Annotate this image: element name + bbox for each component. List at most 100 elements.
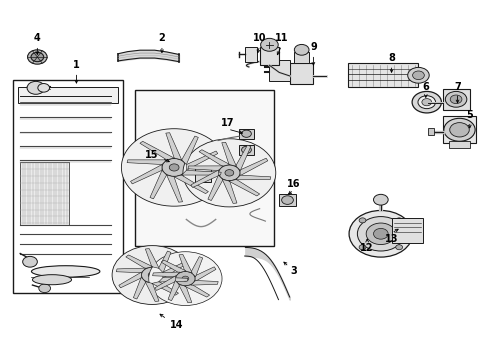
Polygon shape xyxy=(140,141,174,160)
Polygon shape xyxy=(236,175,271,180)
Circle shape xyxy=(219,165,240,181)
Polygon shape xyxy=(191,280,218,285)
Polygon shape xyxy=(127,160,167,165)
Circle shape xyxy=(422,99,432,106)
Circle shape xyxy=(142,267,163,283)
Polygon shape xyxy=(188,166,223,171)
Bar xyxy=(18,87,118,103)
Circle shape xyxy=(444,118,475,141)
Text: 14: 14 xyxy=(170,320,183,330)
Polygon shape xyxy=(191,170,219,188)
Polygon shape xyxy=(186,151,218,170)
Polygon shape xyxy=(182,136,198,165)
Circle shape xyxy=(148,272,156,278)
Circle shape xyxy=(112,246,192,305)
Polygon shape xyxy=(179,284,192,303)
Bar xyxy=(290,63,314,84)
Circle shape xyxy=(122,129,227,206)
Circle shape xyxy=(359,245,366,250)
Circle shape xyxy=(450,95,462,104)
Polygon shape xyxy=(166,133,182,160)
Polygon shape xyxy=(174,175,208,194)
Circle shape xyxy=(242,130,251,137)
Circle shape xyxy=(445,91,467,107)
Circle shape xyxy=(408,67,429,83)
Polygon shape xyxy=(152,282,178,295)
Polygon shape xyxy=(116,268,146,273)
Circle shape xyxy=(169,164,179,171)
Circle shape xyxy=(31,52,44,62)
Circle shape xyxy=(349,211,413,257)
Polygon shape xyxy=(150,170,167,199)
Text: 10: 10 xyxy=(253,33,267,43)
Text: 6: 6 xyxy=(422,82,429,92)
Circle shape xyxy=(261,39,278,51)
Circle shape xyxy=(182,276,189,281)
Circle shape xyxy=(182,276,189,281)
Bar xyxy=(195,167,211,182)
Bar xyxy=(13,80,123,293)
Polygon shape xyxy=(208,175,223,201)
Bar xyxy=(20,162,69,225)
Circle shape xyxy=(175,271,195,286)
Polygon shape xyxy=(195,267,216,282)
Bar xyxy=(392,218,423,243)
Circle shape xyxy=(27,50,47,64)
Circle shape xyxy=(450,123,469,137)
Bar xyxy=(443,89,470,110)
Circle shape xyxy=(357,217,404,251)
Bar xyxy=(347,63,418,87)
Bar xyxy=(260,47,279,65)
Circle shape xyxy=(225,170,233,176)
Polygon shape xyxy=(133,277,146,299)
Polygon shape xyxy=(161,260,186,273)
Text: 15: 15 xyxy=(146,150,159,160)
Circle shape xyxy=(39,284,50,293)
Bar xyxy=(279,194,296,206)
Polygon shape xyxy=(191,257,203,277)
Text: 2: 2 xyxy=(159,33,165,43)
Circle shape xyxy=(396,245,403,250)
Polygon shape xyxy=(130,165,162,184)
Circle shape xyxy=(225,170,234,176)
Text: 8: 8 xyxy=(388,53,395,63)
Polygon shape xyxy=(145,282,159,301)
Polygon shape xyxy=(240,158,268,176)
Text: 9: 9 xyxy=(310,42,317,52)
Polygon shape xyxy=(185,284,210,297)
Polygon shape xyxy=(179,255,192,273)
Circle shape xyxy=(412,91,441,113)
Circle shape xyxy=(170,164,178,171)
Polygon shape xyxy=(168,280,180,301)
Text: 1: 1 xyxy=(73,60,80,70)
Circle shape xyxy=(162,158,186,176)
Text: 17: 17 xyxy=(221,118,235,128)
Text: 4: 4 xyxy=(34,33,41,43)
Polygon shape xyxy=(126,255,152,269)
Circle shape xyxy=(27,81,45,94)
Polygon shape xyxy=(146,249,159,269)
Text: 5: 5 xyxy=(466,111,473,121)
Circle shape xyxy=(413,71,424,80)
Circle shape xyxy=(149,252,222,306)
Bar xyxy=(449,140,470,148)
Circle shape xyxy=(294,44,309,55)
Circle shape xyxy=(418,96,436,109)
Polygon shape xyxy=(167,175,182,202)
Text: 12: 12 xyxy=(361,243,374,253)
Polygon shape xyxy=(159,277,188,282)
Polygon shape xyxy=(222,142,236,166)
Bar xyxy=(428,128,434,135)
Polygon shape xyxy=(222,179,237,203)
Circle shape xyxy=(183,139,276,207)
Polygon shape xyxy=(229,179,260,196)
Polygon shape xyxy=(199,150,230,166)
Polygon shape xyxy=(155,276,175,291)
Text: 11: 11 xyxy=(275,33,289,43)
Text: 3: 3 xyxy=(291,266,297,276)
Ellipse shape xyxy=(31,266,100,277)
Polygon shape xyxy=(236,145,251,171)
Bar xyxy=(135,90,274,246)
Bar xyxy=(245,47,257,62)
Text: 7: 7 xyxy=(454,82,461,92)
